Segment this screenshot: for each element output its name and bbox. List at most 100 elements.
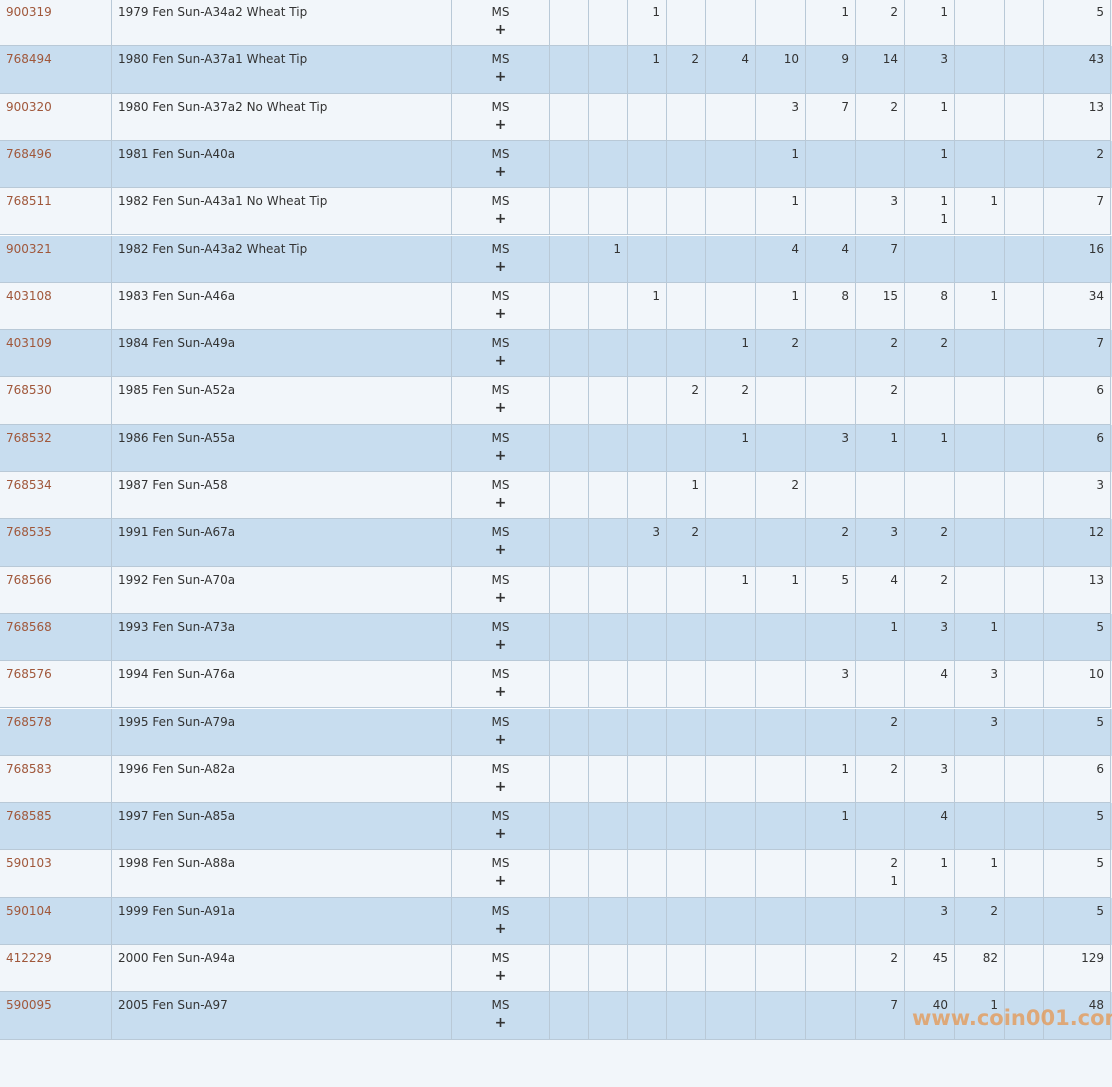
description: 1995 Fen Sun-A79a xyxy=(118,714,236,729)
designation-cell: MS + xyxy=(452,755,550,804)
count-cell xyxy=(628,93,667,141)
count-cell xyxy=(550,330,589,378)
count-cell xyxy=(1005,424,1044,472)
count-cell xyxy=(667,992,706,1040)
id-cell: 768585 xyxy=(0,803,112,851)
designation-cell: MS + xyxy=(452,330,550,378)
plus-grade: + xyxy=(494,447,507,464)
count: 2 xyxy=(890,951,898,965)
count: 7 xyxy=(890,998,898,1013)
coin-id-link[interactable]: 768583 xyxy=(6,761,52,776)
coin-id-link[interactable]: 403109 xyxy=(6,336,52,351)
count-cell xyxy=(628,140,667,189)
description: 1991 Fen Sun-A67a xyxy=(118,525,236,540)
plus-grade: + xyxy=(494,589,507,606)
coin-id-link[interactable]: 768566 xyxy=(6,572,52,587)
coin-id-link[interactable]: 900319 xyxy=(6,5,52,19)
coin-id-link[interactable]: 768535 xyxy=(6,525,52,540)
coin-id-link[interactable]: 900320 xyxy=(6,99,52,114)
total-cell: 5 xyxy=(1044,897,1111,945)
coin-id-link[interactable]: 403108 xyxy=(6,288,52,303)
count-cell: 2 xyxy=(905,519,955,567)
coin-id-link[interactable]: 768585 xyxy=(6,809,52,824)
count-cell xyxy=(756,377,806,425)
count-cell xyxy=(550,897,589,945)
description-cell: 1998 Fen Sun-A88a xyxy=(112,850,452,898)
count-cell: 1 xyxy=(905,93,955,141)
total-cell: 6 xyxy=(1044,424,1111,472)
count-cell: 10 xyxy=(756,46,806,94)
count-cell xyxy=(756,661,806,709)
count: 1 xyxy=(841,5,849,19)
coin-id-link[interactable]: 590095 xyxy=(6,998,52,1013)
table-row: 768535 1991 Fen Sun-A67a MS +3 2 2 3 2 12 xyxy=(0,519,1112,567)
total-cell: 10 xyxy=(1044,661,1111,709)
designation-cell: MS + xyxy=(452,519,550,567)
description: 1997 Fen Sun-A85a xyxy=(118,809,236,824)
description-cell: 1979 Fen Sun-A34a2 Wheat Tip xyxy=(112,0,452,47)
count-cell xyxy=(628,803,667,851)
count-cell: 1 xyxy=(955,188,1005,236)
count-cell xyxy=(550,46,589,94)
id-cell: 768532 xyxy=(0,424,112,472)
count: 1 xyxy=(652,288,660,303)
coin-id-link[interactable]: 768568 xyxy=(6,619,52,634)
designation-cell: MS + xyxy=(452,93,550,141)
coin-id-link[interactable]: 768496 xyxy=(6,146,52,161)
count-cell xyxy=(1005,803,1044,851)
coin-id-link[interactable]: 768511 xyxy=(6,194,52,209)
table-row: 403108 1983 Fen Sun-A46a MS +1 1 8 15 8 1 34 xyxy=(0,282,1112,331)
plus-grade: + xyxy=(494,353,507,370)
coin-id-link[interactable]: 768532 xyxy=(6,430,52,445)
coin-id-link[interactable]: 768534 xyxy=(6,478,52,492)
count: 2 xyxy=(791,336,799,351)
count-cell xyxy=(1005,992,1044,1040)
count-cell xyxy=(667,755,706,804)
coin-id-link[interactable]: 412229 xyxy=(6,951,52,965)
count: 4 xyxy=(841,241,849,256)
total-cell: 12 xyxy=(1044,519,1111,567)
count: 1 xyxy=(990,288,998,303)
count-cell: 15 xyxy=(856,282,905,331)
count-cell xyxy=(550,424,589,472)
coin-id-link[interactable]: 900321 xyxy=(6,241,52,256)
count-cell xyxy=(628,472,667,520)
count-cell xyxy=(706,708,756,756)
count: 1 xyxy=(613,241,621,256)
coin-id-link[interactable]: 768576 xyxy=(6,667,52,682)
total: 7 xyxy=(1096,336,1104,351)
count-cell xyxy=(1005,472,1044,520)
count-cell xyxy=(550,282,589,331)
count: 1 xyxy=(940,146,948,161)
count-cell xyxy=(806,992,856,1040)
coin-id-link[interactable]: 590104 xyxy=(6,903,52,918)
count-cell xyxy=(589,566,628,614)
count: 2 xyxy=(791,478,799,492)
count: 1 xyxy=(990,998,998,1013)
count-cell: 14 xyxy=(856,46,905,94)
count-cell: 7 xyxy=(856,992,905,1040)
designation: MS xyxy=(491,525,510,540)
count: 8 xyxy=(940,288,948,303)
count-cell xyxy=(955,140,1005,189)
count-cell xyxy=(1005,235,1044,283)
designation-cell: MS + xyxy=(452,188,550,236)
count-cell xyxy=(1005,46,1044,94)
description: 1980 Fen Sun-A37a1 Wheat Tip xyxy=(118,52,308,67)
designation-cell: MS + xyxy=(452,945,550,993)
count-cell xyxy=(955,377,1005,425)
description: 1985 Fen Sun-A52a xyxy=(118,383,236,398)
plus-grade: + xyxy=(494,826,507,843)
coin-id-link[interactable]: 768578 xyxy=(6,714,52,729)
coin-id-link[interactable]: 590103 xyxy=(6,856,52,871)
count-cell: 3 xyxy=(905,897,955,945)
id-cell: 403109 xyxy=(0,330,112,378)
designation-cell: MS + xyxy=(452,850,550,898)
coin-id-link[interactable]: 768494 xyxy=(6,52,52,67)
coin-id-link[interactable]: 768530 xyxy=(6,383,52,398)
count-cell: 2 xyxy=(955,897,1005,945)
count-cell xyxy=(905,708,955,756)
designation: MS xyxy=(491,99,510,114)
count-cell: 4 xyxy=(856,566,905,614)
